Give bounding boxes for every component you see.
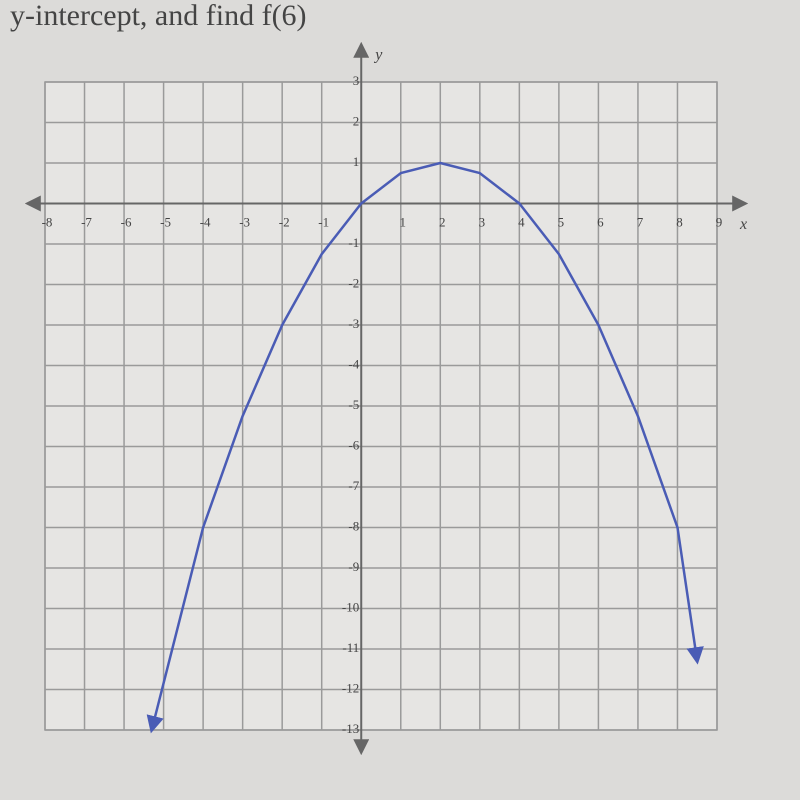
x-tick-label: -8 (42, 214, 53, 229)
x-tick-label: 5 (558, 214, 565, 229)
x-tick-label: 9 (716, 214, 723, 229)
x-tick-label: -5 (160, 214, 171, 229)
y-tick-label: -5 (348, 397, 359, 412)
x-tick-label: -3 (239, 214, 250, 229)
y-tick-label: -13 (342, 721, 359, 736)
y-tick-label: -4 (348, 356, 359, 371)
x-tick-label: -2 (279, 214, 290, 229)
x-tick-label: 8 (676, 214, 683, 229)
y-tick-label: -11 (342, 640, 359, 655)
x-axis-label: x (739, 216, 747, 233)
x-tick-label: 2 (439, 214, 446, 229)
y-tick-label: -3 (348, 316, 359, 331)
y-tick-label: -1 (348, 235, 359, 250)
y-tick-label: -10 (342, 599, 359, 614)
x-tick-label: -6 (121, 214, 132, 229)
y-tick-label: -2 (348, 275, 359, 290)
x-tick-label: -4 (200, 214, 211, 229)
x-tick-label: 1 (400, 214, 407, 229)
chart-title: y-intercept, and find f(6) (10, 0, 307, 32)
x-tick-label: 6 (597, 214, 604, 229)
y-tick-label: -9 (348, 559, 359, 574)
y-tick-label: -12 (342, 680, 359, 695)
y-tick-label: -8 (348, 518, 359, 533)
y-tick-label: -6 (348, 437, 359, 452)
x-tick-label: -1 (318, 214, 329, 229)
curve (146, 161, 704, 734)
y-tick-label: 1 (353, 154, 360, 169)
x-tick-label: 4 (518, 214, 525, 229)
x-tick-label: 7 (637, 214, 644, 229)
y-axis-label: y (373, 47, 383, 64)
x-tick-label: -7 (81, 214, 92, 229)
y-tick-label: 2 (353, 113, 360, 128)
y-tick-label: 3 (353, 73, 360, 88)
x-tick-label: 3 (479, 214, 486, 229)
y-tick-label: -7 (348, 478, 359, 493)
